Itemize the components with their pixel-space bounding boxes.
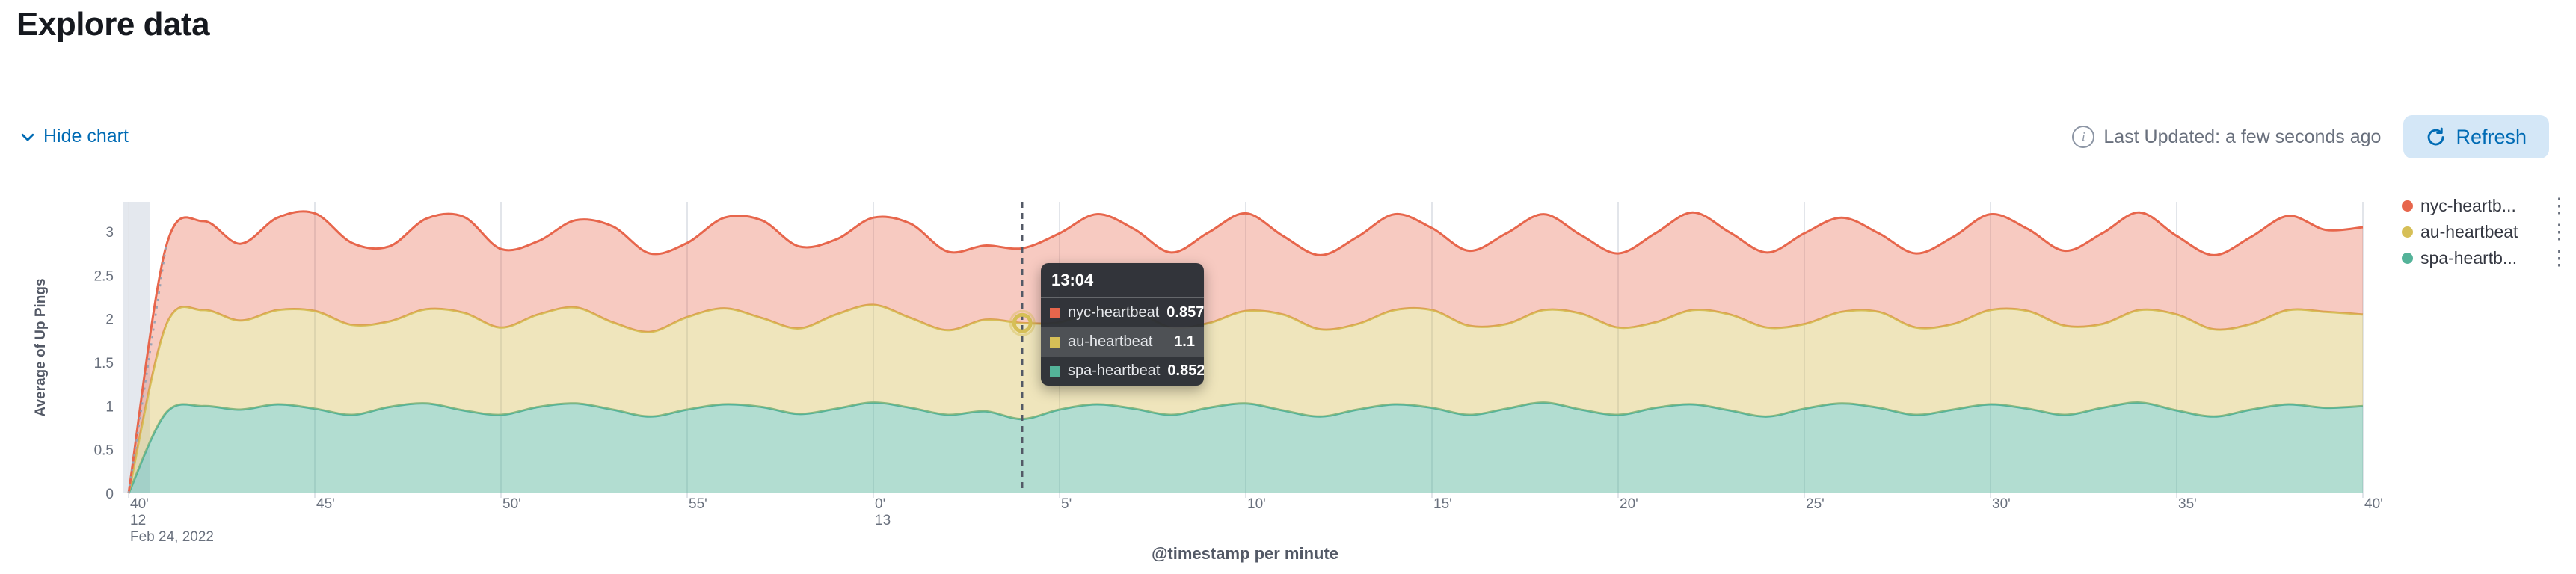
y-axis-title: Average of Up Pings <box>33 278 49 417</box>
info-icon: i <box>2072 126 2095 148</box>
hide-chart-toggle[interactable]: Hide chart <box>19 126 129 147</box>
tooltip-series-label: au-heartbeat <box>1068 333 1153 350</box>
svg-text:15': 15' <box>1433 496 1452 512</box>
svg-text:3: 3 <box>105 225 114 241</box>
svg-text:2.5: 2.5 <box>94 268 114 284</box>
svg-text:0.5: 0.5 <box>94 443 114 459</box>
svg-text:35': 35' <box>2178 496 2197 512</box>
page-title: Explore data <box>16 6 210 43</box>
refresh-icon <box>2428 127 2444 145</box>
svg-text:1: 1 <box>105 399 114 415</box>
refresh-button[interactable]: Refresh <box>2403 115 2549 158</box>
svg-text:2: 2 <box>105 312 114 328</box>
tooltip-row: nyc-heartbeat 0.857 <box>1041 298 1204 327</box>
svg-text:5': 5' <box>1061 496 1072 512</box>
series-color-dot <box>2402 226 2413 238</box>
svg-text:40': 40' <box>2364 496 2383 512</box>
svg-text:50': 50' <box>502 496 521 512</box>
svg-text:30': 30' <box>1992 496 2011 512</box>
legend-item-menu-icon[interactable]: ⋮ <box>2549 247 2569 269</box>
tooltip-row: au-heartbeat 1.1 <box>1041 327 1204 357</box>
x-axis-title: @timestamp per minute <box>1151 544 1339 563</box>
legend-item-nyc-heartbeat[interactable]: nyc-heartb... ⋮ <box>2402 196 2571 216</box>
series-swatch <box>1050 336 1060 348</box>
legend-item-menu-icon[interactable]: ⋮ <box>2549 220 2569 243</box>
svg-text:10': 10' <box>1247 496 1266 512</box>
chevron-down-icon <box>21 133 34 141</box>
svg-text:45': 45' <box>316 496 335 512</box>
svg-text:0': 0' <box>875 496 885 512</box>
legend-item-au-heartbeat[interactable]: au-heartbeat ⋮ <box>2402 222 2571 242</box>
tooltip-series-label: spa-heartbeat <box>1068 362 1161 379</box>
legend-item-label: au-heartbeat <box>2420 222 2518 241</box>
svg-text:Feb 24, 2022: Feb 24, 2022 <box>130 529 214 545</box>
hide-chart-label: Hide chart <box>43 126 129 146</box>
svg-text:1.5: 1.5 <box>94 356 114 371</box>
tooltip-row: spa-heartbeat 0.852 <box>1041 357 1204 386</box>
series-swatch <box>1050 307 1060 318</box>
svg-text:0: 0 <box>105 487 114 502</box>
svg-text:20': 20' <box>1620 496 1638 512</box>
legend-item-label: spa-heartb... <box>2420 248 2518 268</box>
chart-legend: nyc-heartb... ⋮ au-heartbeat ⋮ spa-heart… <box>2402 196 2571 268</box>
chart-tooltip: 13:04 nyc-heartbeat 0.857 au-heartbeat 1… <box>1041 263 1204 386</box>
last-updated-status: i Last Updated: a few seconds ago <box>2072 126 2381 148</box>
tooltip-header: 13:04 <box>1041 263 1204 298</box>
svg-text:40': 40' <box>130 496 149 512</box>
tooltip-series-value: 0.857 <box>1166 304 1204 321</box>
refresh-label: Refresh <box>2456 125 2527 148</box>
svg-text:55': 55' <box>689 496 707 512</box>
tooltip-series-value: 1.1 <box>1174 333 1195 350</box>
tooltip-series-value: 0.852 <box>1167 362 1204 379</box>
svg-text:25': 25' <box>1806 496 1825 512</box>
tooltip-series-label: nyc-heartbeat <box>1068 304 1160 321</box>
legend-item-label: nyc-heartb... <box>2420 196 2516 215</box>
series-swatch <box>1050 365 1060 377</box>
chart-controls: i Last Updated: a few seconds ago Refres… <box>2072 115 2549 158</box>
svg-text:12: 12 <box>130 513 146 528</box>
legend-item-spa-heartbeat[interactable]: spa-heartb... ⋮ <box>2402 248 2571 268</box>
series-color-dot <box>2402 200 2413 212</box>
legend-item-menu-icon[interactable]: ⋮ <box>2549 194 2569 217</box>
last-updated-text: Last Updated: a few seconds ago <box>2103 126 2382 147</box>
series-color-dot <box>2402 253 2413 264</box>
svg-text:13: 13 <box>875 513 891 528</box>
